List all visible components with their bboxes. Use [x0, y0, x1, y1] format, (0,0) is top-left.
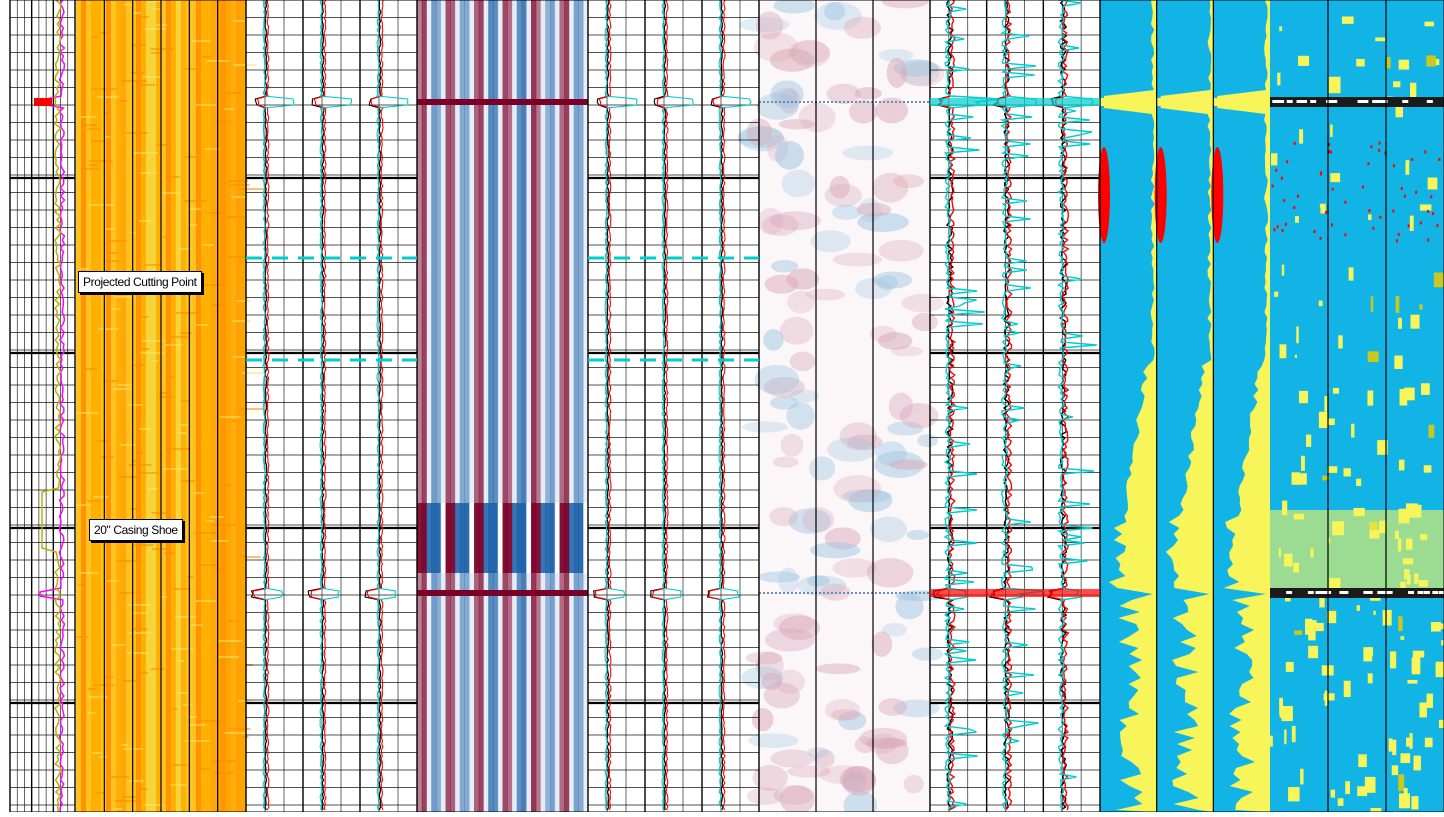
track-1-grid — [9, 0, 76, 813]
image-track-separators-4 — [1327, 0, 1387, 812]
cutting-point-marker — [34, 98, 52, 106]
cutting-point-callout: Projected Cutting Point — [78, 271, 202, 293]
waveform-track-3 — [933, 0, 1097, 811]
fill-image-track — [1270, 0, 1444, 817]
magenta-log-curve — [39, 0, 66, 813]
image-track-separators-0 — [103, 0, 219, 812]
waveform-track-2 — [588, 0, 759, 811]
track-3-grid — [245, 0, 418, 813]
casing-shoe-event-bar — [930, 589, 1100, 597]
image-track-separators-3 — [1156, 0, 1214, 812]
waveform-track-1 — [246, 0, 417, 811]
olive-log-curve — [41, 0, 63, 813]
cutting-point-event-bar — [930, 98, 1100, 106]
track-5-grid — [587, 0, 760, 813]
faint-bipolar-track — [737, 0, 946, 817]
casing-shoe-callout: 20" Casing Shoe — [89, 519, 183, 541]
bipolar-image-track — [417, 0, 589, 812]
amplitude-edge-shade — [218, 0, 246, 812]
image-track-separators-2 — [815, 0, 874, 812]
fill-log-track — [1098, 0, 1270, 812]
